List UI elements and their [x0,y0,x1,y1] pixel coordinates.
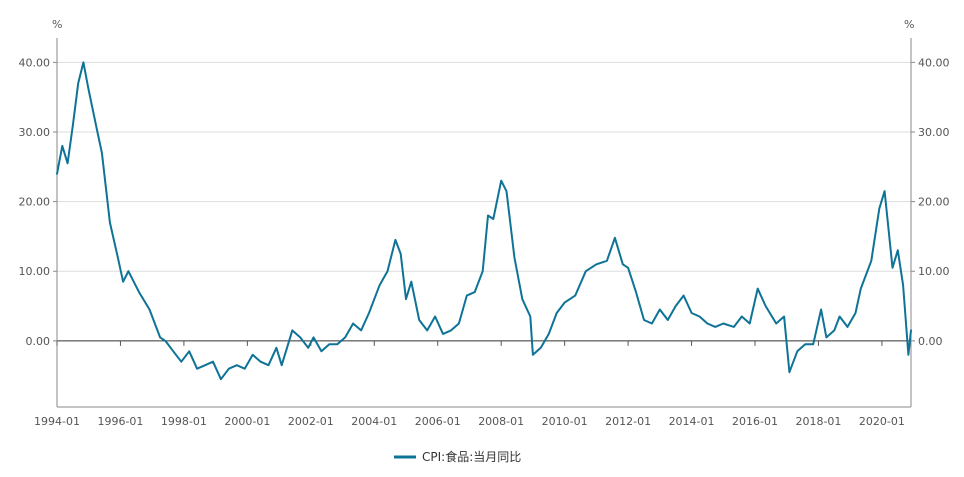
y-right-tick-label: 30.00 [918,126,950,139]
legend[interactable]: CPI:食品:当月同比 [394,449,521,464]
legend-label: CPI:食品:当月同比 [422,449,521,464]
x-tick-label: 2008-01 [478,415,524,428]
x-tick-label: 1998-01 [161,415,207,428]
grid-lines [57,61,911,272]
x-tick-label: 2000-01 [224,415,270,428]
y-axis-right-unit: % [904,18,914,31]
y-right-tick-label: 40.00 [918,56,950,69]
x-tick-label: 2004-01 [351,415,397,428]
y-right-tick-label: 10.00 [918,265,950,278]
x-tick-label: 2016-01 [732,415,778,428]
y-axis-left-unit: % [52,18,62,31]
y-right-tick-label: 20.00 [918,196,950,209]
y-right-tick-label: 0.00 [918,335,943,348]
x-tick-label: 2010-01 [542,415,588,428]
x-tick-label: 1994-01 [34,415,80,428]
y-left-tick-label: 0.00 [26,335,51,348]
x-tick-label: 2012-01 [605,415,651,428]
x-tick-label: 1996-01 [97,415,143,428]
axes [56,38,912,408]
x-tick-label: 2006-01 [415,415,461,428]
x-tick-label: 2002-01 [288,415,334,428]
y-left-tick-label: 10.00 [19,265,51,278]
series-layer [56,61,912,381]
y-left-tick-label: 40.00 [19,56,51,69]
y-left-tick-label: 20.00 [19,196,51,209]
x-axis-ticks: 1994-01 1996-01 1998-01 2000-01 2002-01 2004-… [34,340,905,428]
y-left-tick-label: 30.00 [19,126,51,139]
x-tick-label: 2018-01 [795,415,841,428]
y-axis-left-ticks: 0.00 10.00 20.00 30.00 40.00 [19,56,57,348]
series-line[interactable] [56,61,912,381]
x-tick-label: 2014-01 [669,415,715,428]
x-tick-label: 2020-01 [859,415,905,428]
y-axis-right-ticks: 0.00 10.00 20.00 30.00 40.00 [911,56,950,348]
